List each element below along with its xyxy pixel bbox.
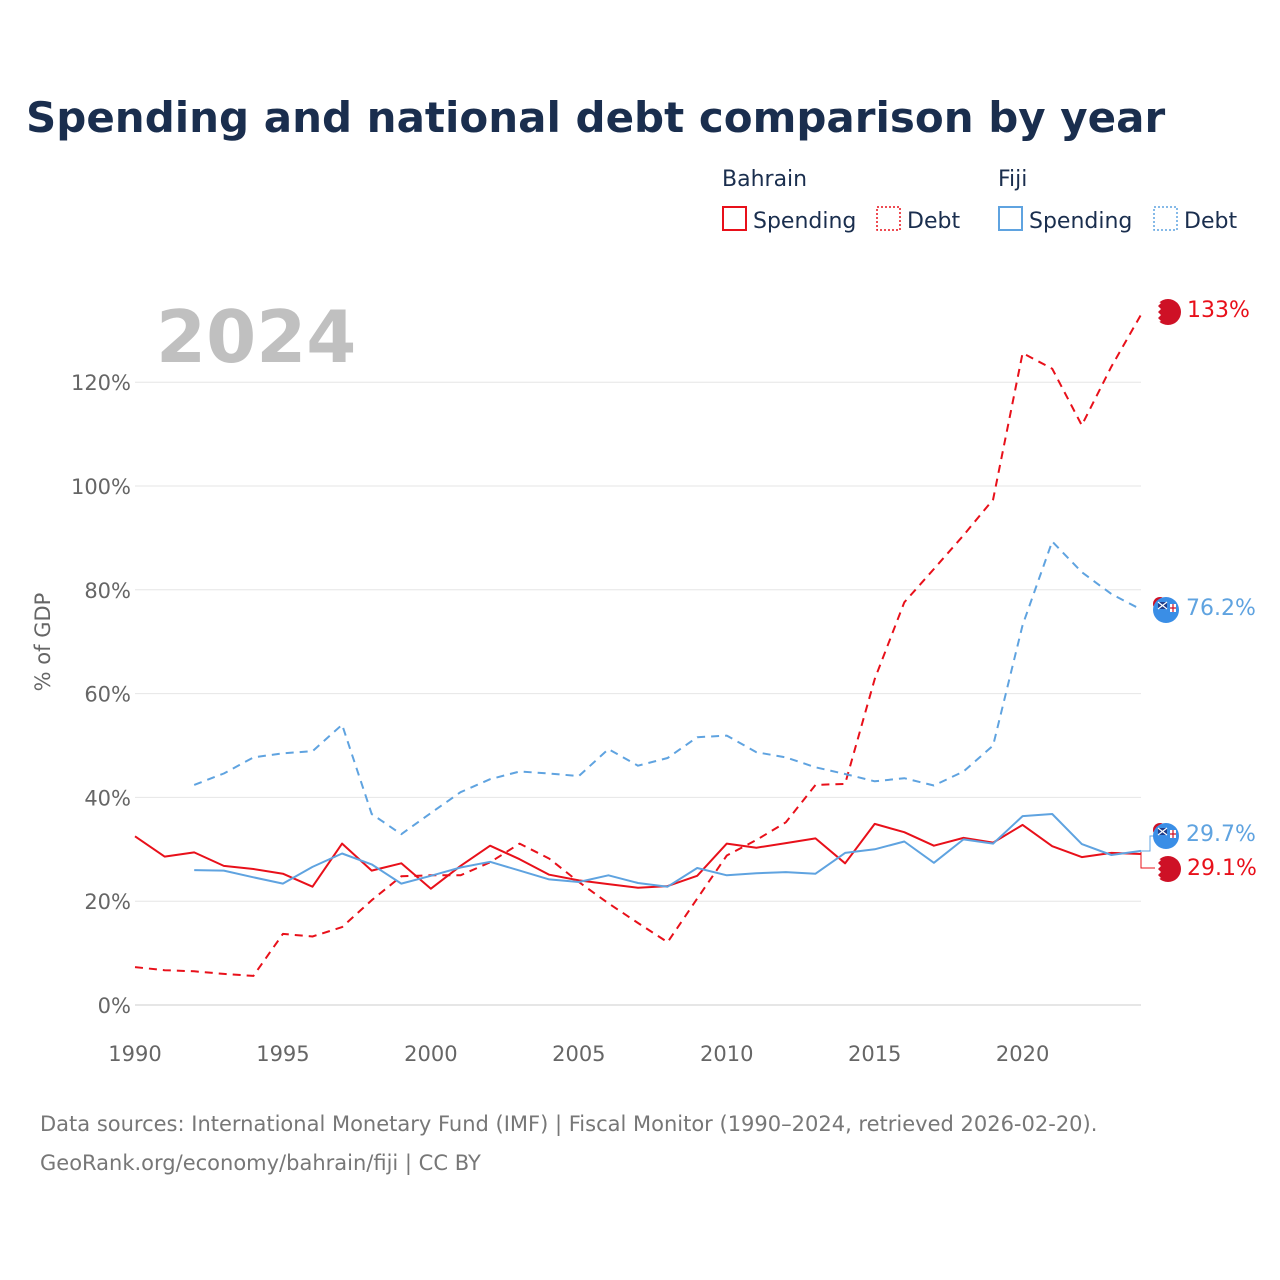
y-tick-label: 60% — [84, 683, 131, 707]
fiji-flag-icon — [1153, 597, 1179, 623]
bahrain-flag-icon — [1155, 299, 1181, 325]
y-tick-label: 100% — [71, 475, 131, 499]
source-line-2: GeoRank.org/economy/bahrain/fiji | CC BY — [40, 1151, 481, 1176]
x-tick-label: 1995 — [256, 1042, 309, 1066]
series-line-bahrain-debt — [134, 314, 1142, 977]
legend-swatch-fiji-debt — [1153, 206, 1178, 231]
y-tick-label: 20% — [84, 890, 131, 914]
end-label-fiji-spending: 29.7% — [1186, 822, 1256, 847]
series-line-fiji-spending — [194, 813, 1142, 888]
end-label-fiji-debt: 76.2% — [1186, 596, 1256, 621]
y-tick-label: 80% — [84, 579, 131, 603]
x-tick-label: 1990 — [108, 1042, 161, 1066]
x-tick-label: 2010 — [700, 1042, 753, 1066]
x-tick-label: 2015 — [848, 1042, 901, 1066]
y-tick-label: 120% — [71, 371, 131, 395]
bahrain-flag-icon-spending — [1155, 856, 1181, 882]
legend-swatch-fiji-spending — [998, 206, 1023, 231]
grid-lines — [135, 381, 1141, 1006]
series-lines — [134, 314, 1142, 977]
end-label-bahrain-debt: 133% — [1187, 298, 1250, 323]
series-line-bahrain-spending — [134, 822, 1142, 890]
y-axis-label: % of GDP — [31, 593, 55, 692]
legend-group-fiji: Fiji — [998, 167, 1027, 192]
legend-label-bahrain-spending: Spending — [753, 209, 856, 234]
y-tick-label: 0% — [98, 994, 131, 1018]
chart-title: Spending and national debt comparison by… — [26, 93, 1165, 142]
end-markers: 133% 76.2% 29.7% 29.1% — [1140, 298, 1257, 882]
legend: Bahrain Spending Debt Fiji Spending Debt — [722, 167, 1237, 234]
end-label-bahrain-spending: 29.1% — [1187, 856, 1257, 881]
legend-label-fiji-spending: Spending — [1029, 209, 1132, 234]
x-axis-ticks: 1990 1995 2000 2005 2010 2015 2020 — [108, 1042, 1049, 1066]
fiji-flag-icon-spending — [1153, 823, 1179, 849]
legend-swatch-bahrain-spending — [722, 206, 747, 231]
series-line-fiji-debt — [193, 540, 1142, 836]
year-watermark: 2024 — [156, 295, 356, 379]
legend-swatch-bahrain-debt — [876, 206, 901, 231]
y-axis-ticks: 0% 20% 40% 60% 80% 100% 120% — [71, 371, 131, 1018]
source-line-1: Data sources: International Monetary Fun… — [40, 1112, 1097, 1137]
x-tick-label: 2020 — [996, 1042, 1049, 1066]
x-tick-label: 2000 — [404, 1042, 457, 1066]
x-tick-label: 2005 — [552, 1042, 605, 1066]
legend-label-bahrain-debt: Debt — [907, 209, 960, 234]
legend-label-fiji-debt: Debt — [1184, 209, 1237, 234]
legend-group-bahrain: Bahrain — [722, 167, 807, 192]
y-tick-label: 40% — [84, 786, 131, 810]
spending-label-connector-bahrain — [1140, 852, 1155, 869]
